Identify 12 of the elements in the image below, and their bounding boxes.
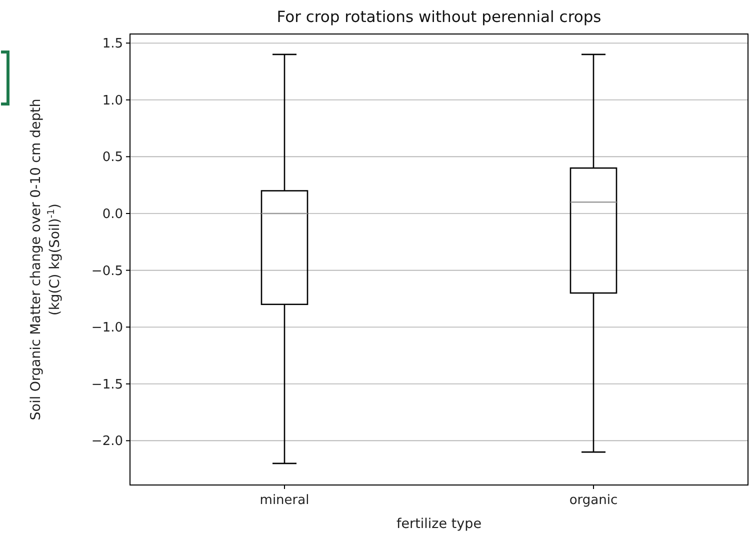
y-tick-label: −1.0 [91,320,123,336]
y-tick-label: 1.5 [102,36,123,52]
x-tick-label: organic [569,493,618,508]
x-axis-title: fertilize type [396,516,482,532]
y-tick-label: 0.0 [102,207,123,222]
chart-title: For crop rotations without perennial crops [276,8,602,26]
y-tick-label: 0.5 [102,150,123,166]
y-tick-label: 1.0 [102,93,123,108]
y-tick-label: −2.0 [91,434,123,450]
y-tick-label: −0.5 [91,264,123,279]
y-tick-label: −1.5 [91,377,123,392]
x-tick-label: mineral [260,493,310,508]
